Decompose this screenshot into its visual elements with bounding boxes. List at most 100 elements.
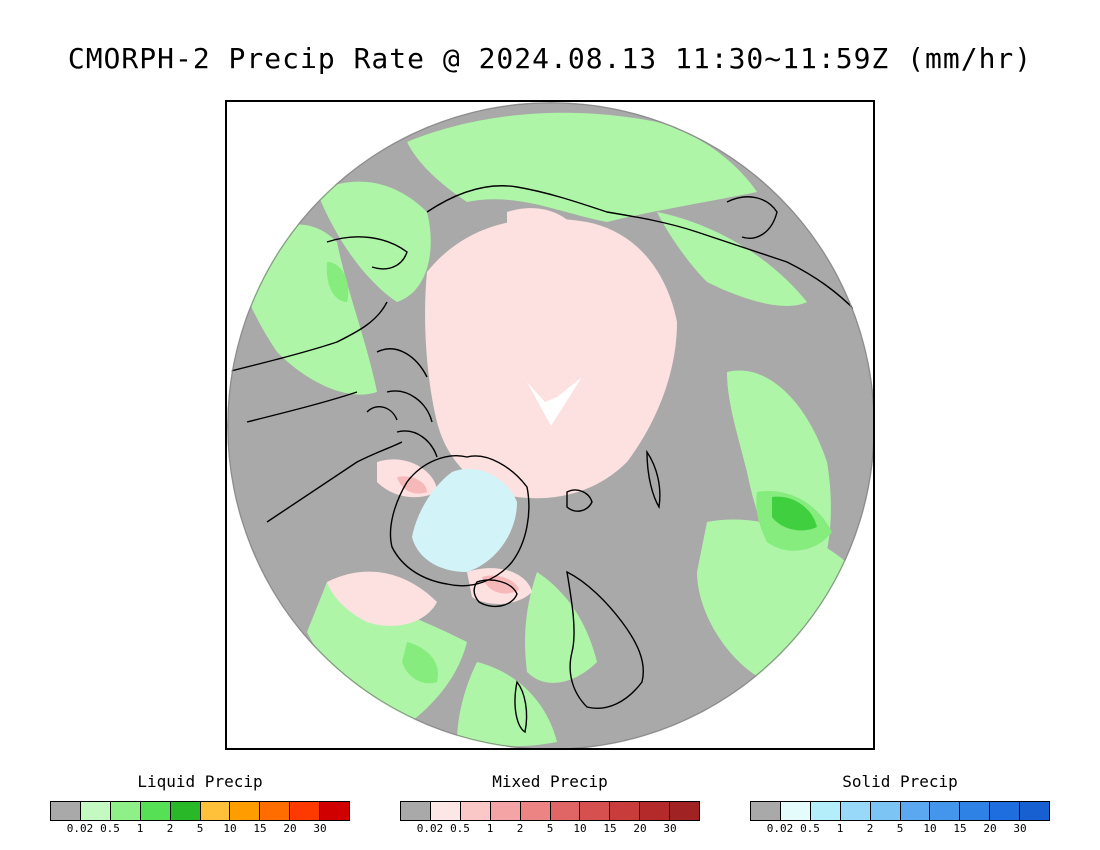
legend-tick-label: 2	[866, 822, 874, 835]
mixed-precip-core-greenland-west	[397, 476, 427, 494]
legend-swatch	[290, 802, 321, 820]
legend-tick-label: 30	[1013, 822, 1027, 835]
legend-tick-label: 1	[486, 822, 494, 835]
coastline-alaska	[326, 236, 408, 270]
liquid-precip-core-south	[402, 642, 438, 684]
coastline-kamchatka	[726, 196, 778, 239]
map-title: CMORPH-2 Precip Rate @ 2024.08.13 11:30~…	[67, 42, 1033, 75]
legend-tick-label: 5	[196, 822, 204, 835]
legend-swatch	[780, 802, 811, 820]
legend-mixed-precip: Mixed Precip 0.02 0.5 1 2 5 10 15 20 30	[400, 772, 700, 835]
legend-swatch	[490, 802, 521, 820]
legend-title: Liquid Precip	[137, 772, 263, 791]
legend-tick-label: 20	[983, 822, 997, 835]
liquid-precip-area-southwest	[307, 582, 467, 732]
legend-swatch	[990, 802, 1021, 820]
legend-tick-labels: 0.02 0.5 1 2 5 10 15 20 30	[400, 821, 700, 835]
liquid-precip-area-west	[237, 224, 377, 395]
legend-tick-label: 15	[603, 822, 617, 835]
pole-data-gap	[527, 377, 582, 426]
legend-swatch	[401, 802, 431, 820]
liquid-precip-core-west	[326, 262, 349, 302]
legend-tick-label: 30	[663, 822, 677, 835]
coastline-north-america	[227, 301, 403, 523]
legend-swatch	[200, 802, 231, 820]
legend-swatch	[580, 802, 611, 820]
legend-tick-label: 2	[166, 822, 174, 835]
legend-swatch	[640, 802, 671, 820]
coastline-greenland	[389, 455, 530, 587]
mixed-precip-area-atlantic	[327, 571, 437, 626]
coastline-british-isles	[514, 680, 528, 734]
legend-solid-precip: Solid Precip 0.02 0.5 1 2 5 10 15 20 30	[750, 772, 1050, 835]
legend-tick-label: 0.02	[66, 822, 94, 835]
mixed-precip-area-north-channel	[507, 208, 577, 240]
legend-swatch	[810, 802, 841, 820]
solid-precip-area-greenland	[412, 468, 517, 572]
legend-tick-label: 1	[136, 822, 144, 835]
legend-tick-label: 10	[573, 822, 587, 835]
legend-swatch	[460, 802, 491, 820]
legend-swatch	[930, 802, 961, 820]
disk-content	[227, 102, 873, 748]
legend-swatch	[610, 802, 641, 820]
liquid-precip-area-south	[457, 662, 557, 747]
legend-swatch	[670, 802, 700, 820]
legend-title: Solid Precip	[842, 772, 958, 791]
legend-tick-label: 0.02	[416, 822, 444, 835]
legend-swatch	[751, 802, 781, 820]
polar-projection-svg	[227, 102, 873, 748]
liquid-precip-area-northwest	[317, 181, 431, 302]
legend-tick-label: 20	[633, 822, 647, 835]
legend-tick-label: 30	[313, 822, 327, 835]
legend-tick-label: 0.5	[100, 822, 120, 835]
legend-swatch	[900, 802, 931, 820]
legend-tick-label: 0.5	[800, 822, 820, 835]
mixed-precip-areas	[327, 208, 677, 626]
legend-tick-label: 5	[546, 822, 554, 835]
legend-swatch	[960, 802, 991, 820]
legend-tick-label: 10	[223, 822, 237, 835]
legend-tick-label: 15	[253, 822, 267, 835]
legend-swatch	[170, 802, 201, 820]
legend-swatch	[140, 802, 171, 820]
legend-colorbar	[50, 801, 350, 821]
legend-swatch	[430, 802, 461, 820]
disk-boundary	[227, 102, 873, 748]
legend-swatch	[230, 802, 261, 820]
legend-tick-label: 0.5	[450, 822, 470, 835]
legend-colorbar	[400, 801, 700, 821]
legend-swatch	[320, 802, 350, 820]
liquid-precip-area-northeast	[657, 212, 807, 306]
legend-swatch	[870, 802, 901, 820]
legend-swatch	[110, 802, 141, 820]
legend-swatch	[520, 802, 551, 820]
liquid-precip-area-scandinavia	[525, 572, 597, 683]
legend-swatch	[260, 802, 291, 820]
coastlines	[227, 185, 858, 734]
legend-tick-label: 0.02	[766, 822, 794, 835]
coastline-canadian-archipelago	[366, 348, 438, 458]
legend-swatch	[51, 802, 81, 820]
polar-precip-map	[225, 100, 875, 750]
legend-colorbar	[750, 801, 1050, 821]
coastline-scandinavia	[566, 570, 644, 709]
coastline-siberia	[426, 185, 858, 313]
legend-swatch	[1020, 802, 1050, 820]
legend-tick-labels: 0.02 0.5 1 2 5 10 15 20 30	[750, 821, 1050, 835]
legend-tick-label: 20	[283, 822, 297, 835]
coastline-iceland	[473, 579, 518, 608]
legend-tick-label: 1	[836, 822, 844, 835]
legend-tick-label: 10	[923, 822, 937, 835]
mixed-precip-area-arctic	[425, 218, 677, 499]
legend-tick-label: 15	[953, 822, 967, 835]
legend-swatch	[840, 802, 871, 820]
liquid-precip-core-east-strong	[772, 496, 817, 531]
coastline-novaya-zemlya	[646, 449, 661, 510]
legend-swatch	[550, 802, 581, 820]
legend-liquid-precip: Liquid Precip 0.02 0.5 1 2 5 10 15 20 30	[50, 772, 350, 835]
legend-swatch	[80, 802, 111, 820]
legend-tick-label: 2	[516, 822, 524, 835]
legend-tick-label: 5	[896, 822, 904, 835]
liquid-precip-area-north	[407, 112, 757, 222]
